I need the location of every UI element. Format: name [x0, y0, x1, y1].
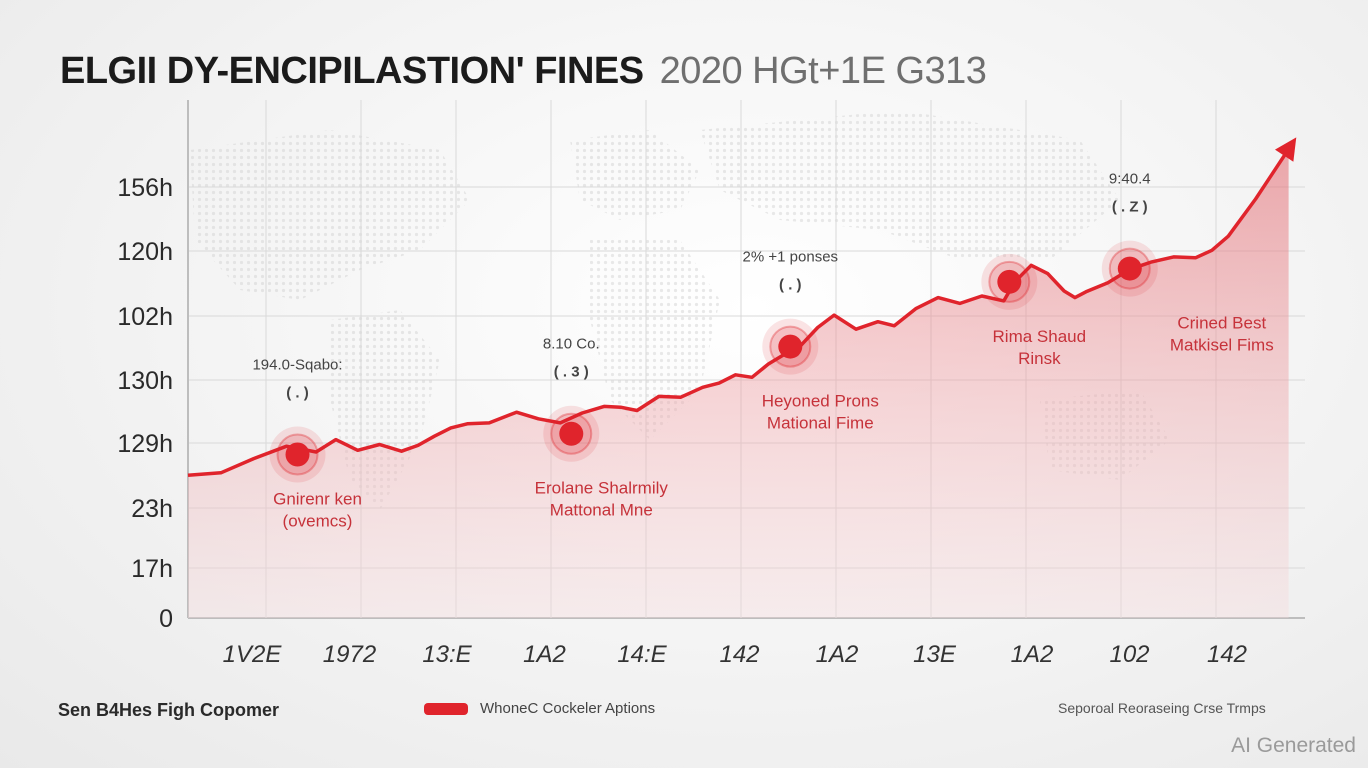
y-tick-label: 102h [117, 303, 173, 331]
point-caption: Rima Shaud [993, 327, 1087, 346]
point-caption: Matkisel Fims [1170, 336, 1274, 355]
series-line [187, 148, 1291, 477]
y-tick-label: 156h [117, 174, 173, 202]
x-tick-label: 1972 [323, 641, 376, 668]
point-value-label: 194.0-Sqabo: [252, 356, 342, 373]
y-tick-label: 23h [131, 495, 173, 523]
y-axis-ticks: 156h 120h 102h 130h 129h 23h 17h 0 [117, 174, 173, 633]
x-axis-ticks: 1V2E 1972 13:E 1A2 14:E 142 1A2 13E 1A2 102 142 [223, 641, 1247, 668]
point-caption: Rinsk [1018, 349, 1061, 368]
ai-watermark: AI Generated [1231, 734, 1356, 757]
x-tick-label: 1A2 [523, 641, 566, 668]
x-tick-label: 13E [913, 641, 957, 668]
line-layer [187, 137, 1297, 477]
highlight-point [778, 334, 803, 359]
point-caption: Mattonal Mne [550, 501, 653, 520]
footer-right-label: Seporoal Reoraseing Crse Trmps [1058, 700, 1266, 716]
x-tick-label: 1A2 [1011, 641, 1054, 668]
y-tick-label: 120h [117, 238, 173, 266]
area-fill [188, 149, 1289, 618]
highlight-point [559, 421, 584, 446]
x-tick-label: 102 [1109, 641, 1149, 668]
y-tick-label: 130h [117, 367, 173, 395]
point-caption: Erolane Shalrmily [535, 479, 669, 498]
highlight-layer: ( . ) 194.0-Sqabo: Gnirenr ken (ovemcs) ( . … [252, 171, 1273, 531]
y-tick-label: 129h [117, 430, 173, 458]
series-area [188, 149, 1289, 618]
highlight-point [285, 442, 310, 467]
legend-swatch [424, 702, 468, 715]
highlight-point [1117, 256, 1142, 281]
x-tick-label: 1V2E [223, 641, 283, 668]
x-tick-label: 1A2 [816, 641, 859, 668]
legend-label: WhoneC Cockeler Aptions [480, 700, 656, 717]
point-marker-label: ( . ) [779, 277, 802, 294]
point-marker-label: ( . Z ) [1112, 199, 1148, 216]
title-main: ELGII DY-ENCIPILASTION' FINES [60, 50, 644, 92]
legend: WhoneC Cockeler Aptions [424, 700, 655, 717]
point-caption: Mational Fime [767, 414, 874, 433]
footer-left-label: Sen B4Hes Figh Copomer [58, 700, 280, 720]
x-tick-label: 14:E [617, 641, 667, 668]
x-tick-label: 142 [719, 641, 759, 668]
trend-arrowhead [1274, 137, 1297, 162]
point-value-label: 2% +1 ponses [743, 249, 839, 266]
x-tick-label: 142 [1207, 641, 1247, 668]
chart-title: ELGII DY-ENCIPILASTION' FINES 2020 HGt+1E… [60, 50, 987, 93]
point-marker-label: ( . ) [286, 384, 309, 401]
point-marker-label: ( . 3 ) [554, 364, 589, 381]
point-caption: Heyoned Prons [762, 392, 879, 411]
point-caption: Crined Best [1177, 314, 1266, 333]
x-tick-label: 13:E [422, 641, 472, 668]
highlight-point [997, 269, 1022, 294]
point-value-label: 8.10 Co. [543, 336, 600, 353]
title-subtitle: 2020 HGt+1E G313 [659, 50, 987, 92]
y-tick-label: 17h [131, 555, 173, 583]
point-caption: (ovemcs) [283, 511, 353, 530]
point-caption: Gnirenr ken [273, 489, 362, 508]
y-tick-label: 0 [159, 605, 173, 633]
point-value-label: 9:40.4 [1109, 171, 1151, 188]
